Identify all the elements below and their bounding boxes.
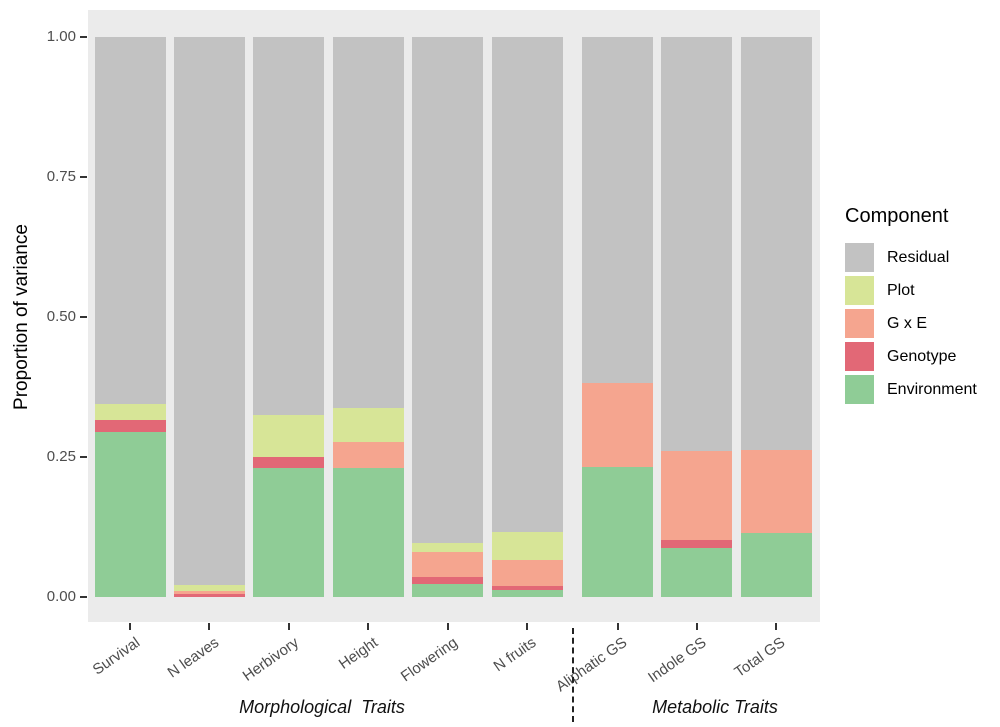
legend-item-genotype: Genotype	[845, 342, 995, 371]
legend-swatch-g-x-e	[845, 309, 874, 338]
bar-n-leaves	[173, 37, 245, 597]
segment-plot-flowering	[412, 542, 484, 552]
bar-aliphatic-gs	[582, 37, 653, 597]
legend-label: G x E	[887, 314, 928, 332]
y-tick-label: 0.75	[46, 168, 76, 185]
bar-total-gs	[740, 37, 812, 597]
legend-swatch-genotype	[845, 342, 874, 371]
segment-g-x-e-n-fruits	[491, 560, 563, 586]
legend-swatch-plot	[845, 276, 874, 305]
x-tick-mark	[695, 623, 698, 630]
segment-g-x-e-total-gs	[740, 449, 812, 533]
segment-residual-n-fruits	[491, 37, 563, 532]
legend: Component Residual Plot G x E Genotype Envir…	[845, 205, 995, 408]
segment-g-x-e-n-leaves	[173, 590, 245, 595]
segment-g-x-e-flowering	[412, 551, 484, 578]
legend-item-plot: Plot	[845, 276, 995, 305]
segment-genotype-herbivory	[253, 457, 325, 469]
segment-environment-aliphatic-gs	[582, 466, 653, 597]
segment-plot-n-fruits	[491, 531, 563, 561]
legend-item-g-x-e: G x E	[845, 309, 995, 338]
segment-g-x-e-height	[332, 442, 404, 469]
legend-item-environment: Environment	[845, 375, 995, 404]
group-label-morphological-traits: Morphological Traits	[239, 697, 405, 717]
segment-genotype-n-leaves	[173, 594, 245, 597]
x-tick-label-flowering: Flowering	[397, 634, 461, 686]
segment-genotype-n-fruits	[491, 585, 563, 590]
segment-plot-survival	[94, 403, 166, 420]
bar-survival	[94, 37, 166, 597]
x-tick-label-indole-gs: Indole GS	[644, 634, 710, 687]
segment-environment-herbivory	[253, 468, 325, 597]
x-tick-mark	[287, 623, 290, 630]
legend-label: Plot	[887, 281, 915, 299]
segment-g-x-e-indole-gs	[661, 451, 732, 540]
x-tick-mark	[446, 623, 449, 630]
legend-title: Component	[845, 205, 949, 227]
segment-environment-n-fruits	[491, 589, 563, 597]
y-tick-label: 0.25	[46, 448, 76, 465]
x-tick-label-herbivory: Herbivory	[239, 634, 302, 685]
x-tick-label-n-leaves: N leaves	[164, 634, 223, 682]
segment-environment-flowering	[412, 584, 484, 597]
x-tick-mark	[526, 623, 528, 630]
y-tick-mark	[80, 36, 87, 38]
trait-group-separator-line	[572, 628, 574, 722]
segment-environment-survival	[94, 431, 166, 597]
segment-residual-aliphatic-gs	[582, 37, 653, 383]
legend-items: Residual Plot G x E Genotype Environment	[845, 243, 995, 404]
legend-swatch-environment	[845, 375, 874, 404]
segment-g-x-e-aliphatic-gs	[582, 382, 653, 467]
x-tick-label-height: Height	[335, 634, 381, 673]
group-label-metabolic-traits: Metabolic Traits	[652, 697, 778, 717]
segment-genotype-flowering	[412, 577, 484, 585]
bar-indole-gs	[661, 37, 732, 597]
x-tick-mark	[367, 623, 370, 630]
legend-label: Genotype	[887, 347, 957, 365]
y-tick-mark	[80, 316, 87, 318]
x-tick-mark	[775, 623, 777, 630]
bar-herbivory	[253, 37, 325, 597]
x-tick-label-total-gs: Total GS	[731, 634, 789, 681]
legend-label: Environment	[887, 380, 977, 398]
x-tick-mark	[616, 623, 619, 630]
segment-environment-indole-gs	[661, 548, 732, 597]
bar-n-fruits	[491, 37, 563, 597]
plot-panel	[88, 10, 820, 622]
bar-flowering	[412, 37, 484, 597]
y-tick-label: 0.00	[46, 588, 76, 605]
segment-genotype-survival	[94, 419, 166, 432]
y-tick-mark	[80, 596, 87, 598]
segment-plot-height	[332, 407, 404, 443]
x-tick-mark	[129, 623, 131, 630]
segment-environment-height	[332, 468, 404, 597]
x-tick-label-survival: Survival	[89, 634, 143, 679]
legend-swatch-residual	[845, 243, 874, 272]
segment-residual-height	[332, 37, 404, 408]
segment-plot-n-leaves	[173, 584, 245, 591]
y-tick-mark	[80, 456, 87, 458]
y-tick-label: 1.00	[46, 28, 76, 45]
y-tick-label: 0.50	[46, 308, 76, 325]
segment-residual-indole-gs	[661, 37, 732, 452]
segment-residual-survival	[94, 37, 166, 404]
x-tick-label-aliphatic-gs: Aliphatic GS	[552, 634, 631, 696]
segment-residual-n-leaves	[173, 37, 245, 585]
segment-residual-herbivory	[253, 37, 325, 416]
legend-item-residual: Residual	[845, 243, 995, 272]
segment-residual-total-gs	[740, 37, 812, 450]
y-tick-mark	[80, 176, 87, 178]
segment-environment-total-gs	[740, 532, 812, 597]
x-tick-label-n-fruits: N fruits	[491, 634, 540, 676]
segment-genotype-indole-gs	[661, 539, 732, 549]
legend-label: Residual	[887, 248, 950, 266]
segment-plot-herbivory	[253, 415, 325, 458]
segment-residual-flowering	[412, 37, 484, 543]
bar-height	[332, 37, 404, 597]
x-tick-mark	[208, 623, 211, 630]
